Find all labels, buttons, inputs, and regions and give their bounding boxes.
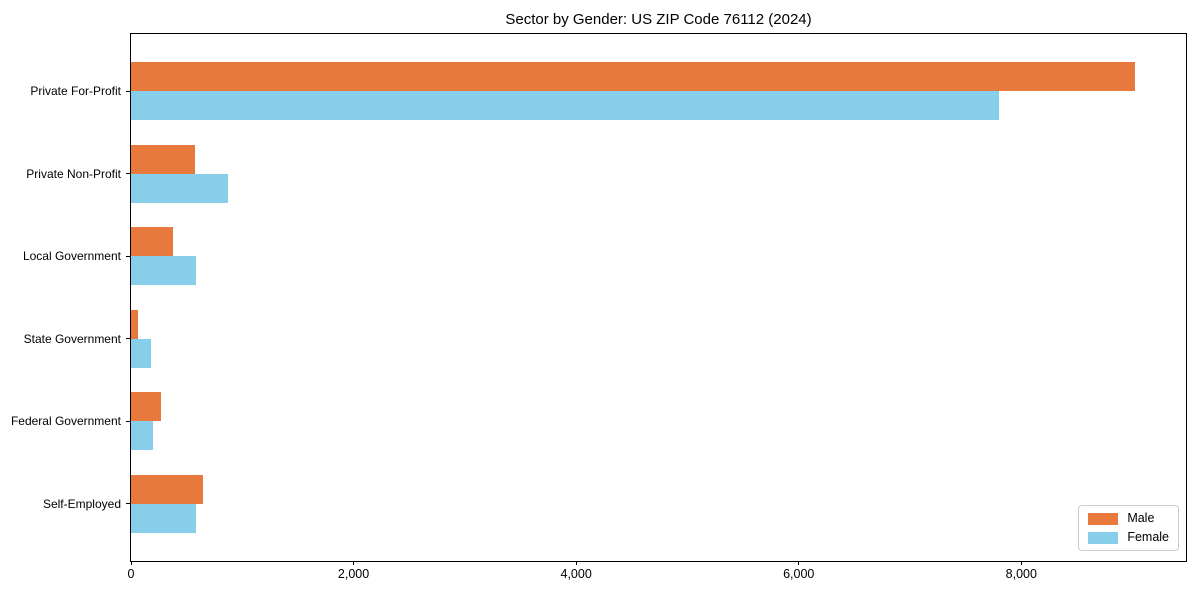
x-tick	[1020, 561, 1022, 565]
bar-male-0	[131, 62, 1135, 92]
y-tick	[126, 90, 130, 92]
legend-item-female: Female	[1088, 531, 1169, 544]
legend-label-female: Female	[1127, 530, 1169, 544]
x-tick-label: 8,000	[1005, 567, 1037, 581]
y-category-label: Private Non-Profit	[26, 166, 121, 181]
chart-title: Sector by Gender: US ZIP Code 76112 (202…	[505, 11, 812, 28]
x-tick-label: 6,000	[783, 567, 815, 581]
x-tick	[575, 561, 577, 565]
y-category-label: Self-Employed	[42, 496, 121, 511]
male-swatch-icon	[1088, 512, 1119, 525]
legend-item-male: Male	[1088, 512, 1169, 525]
y-category-label: Federal Government	[10, 414, 121, 429]
x-tick	[353, 561, 355, 565]
bar-female-4	[131, 421, 154, 451]
bar-female-3	[131, 338, 152, 368]
y-tick	[126, 173, 130, 175]
y-category-label: State Government	[23, 331, 121, 346]
x-tick	[798, 561, 800, 565]
legend: Male Female	[1078, 505, 1179, 551]
bar-female-0	[131, 91, 1000, 121]
x-tick-label: 0	[127, 567, 135, 581]
y-tick	[126, 420, 130, 422]
y-tick	[126, 255, 130, 257]
bar-female-2	[131, 256, 197, 286]
y-tick	[126, 503, 130, 505]
bar-male-5	[131, 474, 204, 504]
x-tick-label: 2,000	[337, 567, 370, 581]
x-tick-label: 4,000	[560, 567, 592, 581]
female-swatch-icon	[1088, 531, 1119, 544]
bar-male-4	[131, 392, 162, 422]
bar-female-5	[131, 503, 197, 533]
x-tick	[130, 561, 132, 565]
legend-label-male: Male	[1127, 511, 1155, 525]
bar-male-3	[131, 309, 138, 339]
bar-male-2	[131, 227, 174, 257]
bar-female-1	[131, 173, 229, 203]
y-category-label: Private For-Profit	[30, 84, 121, 99]
plot-area: Male Female Private For-Profit Private No…	[11, 33, 1187, 581]
y-tick	[126, 338, 130, 340]
bar-male-1	[131, 144, 195, 174]
y-category-label: Local Government	[22, 249, 121, 264]
